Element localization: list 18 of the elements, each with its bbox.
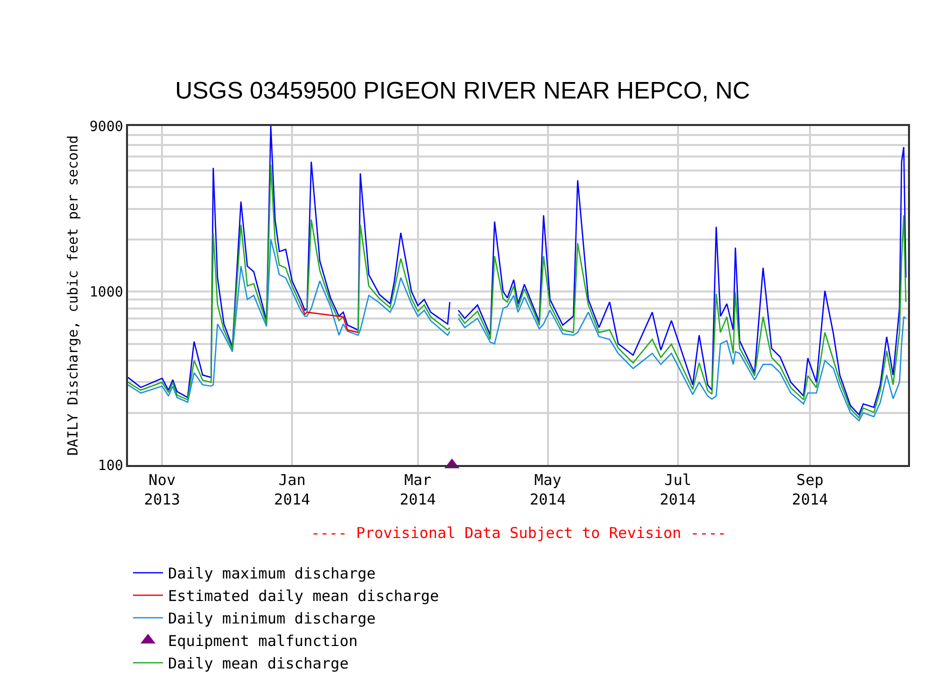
y-tick-label: 100	[98, 458, 124, 474]
y-tick-label: 1000	[89, 284, 124, 300]
x-tick-label: Mar 2014	[400, 471, 436, 508]
x-tick-label: Sep 2014	[792, 471, 828, 508]
legend-label: Equipment malfunction	[168, 632, 358, 650]
chart-title: USGS 03459500 PIGEON RIVER NEAR HEPCO, NC	[175, 77, 750, 104]
text: ---- Provisional Data Subject to Revision ----	[311, 524, 726, 542]
legend-label: Estimated daily mean discharge	[168, 587, 439, 606]
y-tick-label: 9000	[89, 118, 124, 135]
x-tick-label: Nov 2013	[144, 471, 180, 508]
x-tick-label: Jul 2014	[660, 471, 696, 508]
x-tick-label: May 2014	[530, 471, 566, 508]
legend-label: Daily minimum discharge	[168, 610, 376, 628]
legend-label: Daily mean discharge	[168, 654, 349, 673]
legend-label: Daily maximum discharge	[168, 564, 376, 583]
x-tick-label: Jan 2014	[274, 471, 310, 508]
y-axis-title: DAILY Discharge, cubic feet per second	[66, 135, 82, 456]
line-series	[300, 304, 359, 334]
